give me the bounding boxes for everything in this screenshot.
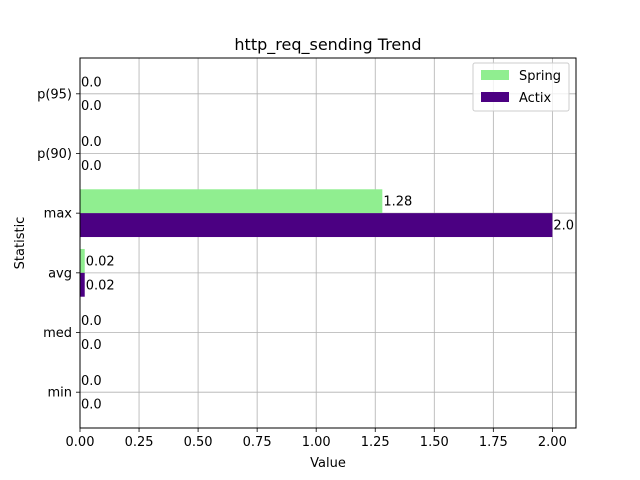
axis-ticks: 0.00 0.25 0.50 0.75 1.00 1.25 1.50 1.75 2.00 min m… (37, 87, 567, 450)
x-tick-label: 0.50 (184, 435, 213, 450)
x-tick-label: 0.00 (66, 435, 95, 450)
data-label-actix: 0.0 (81, 159, 102, 174)
data-label-spring: 0.0 (81, 135, 102, 150)
x-tick-label: 1.50 (420, 435, 449, 450)
data-label-actix: 0.02 (86, 278, 115, 293)
x-tick-label: 1.25 (361, 435, 390, 450)
data-label-spring: 0.02 (86, 254, 115, 269)
bar-actix (80, 213, 553, 238)
data-label-spring: 0.0 (81, 314, 102, 329)
legend-label-spring: Spring (519, 69, 561, 84)
grid (79, 58, 576, 428)
data-labels: 0.0 0.0 0.02 1.28 0.0 0.0 0.0 0.0 0.02 2.0 0.0 0.0 (81, 75, 574, 412)
y-tick-label: med (43, 326, 72, 341)
data-label-spring: 0.0 (81, 75, 102, 90)
data-label-spring: 1.28 (383, 195, 412, 210)
y-tick-label: min (47, 386, 72, 401)
x-axis-label: Value (310, 456, 346, 471)
legend-swatch-spring (481, 70, 509, 80)
data-label-spring: 0.0 (81, 374, 102, 389)
y-tick-label: max (44, 207, 73, 222)
bar-spring (80, 189, 383, 214)
y-tick-label: p(90) (37, 147, 72, 162)
bars (80, 189, 553, 297)
bar-spring (80, 248, 85, 273)
x-tick-label: 0.75 (243, 435, 272, 450)
bar-actix (80, 272, 85, 297)
data-label-actix: 0.0 (81, 398, 102, 413)
x-tick-label: 1.00 (302, 435, 331, 450)
plot-frame (79, 57, 577, 429)
chart-title: http_req_sending Trend (234, 35, 421, 55)
data-label-actix: 0.0 (81, 99, 102, 114)
x-tick-label: 0.25 (125, 435, 154, 450)
data-label-actix: 2.0 (553, 219, 574, 234)
legend-swatch-actix (481, 92, 509, 102)
y-tick-label: avg (48, 266, 72, 281)
data-label-actix: 0.0 (81, 338, 102, 353)
y-axis-label: Statistic (13, 217, 28, 270)
x-tick-label: 1.75 (479, 435, 508, 450)
x-tick-label: 2.00 (538, 435, 567, 450)
legend: Spring Actix (472, 62, 570, 112)
y-tick-label: p(95) (37, 87, 72, 102)
legend-label-actix: Actix (519, 91, 552, 106)
